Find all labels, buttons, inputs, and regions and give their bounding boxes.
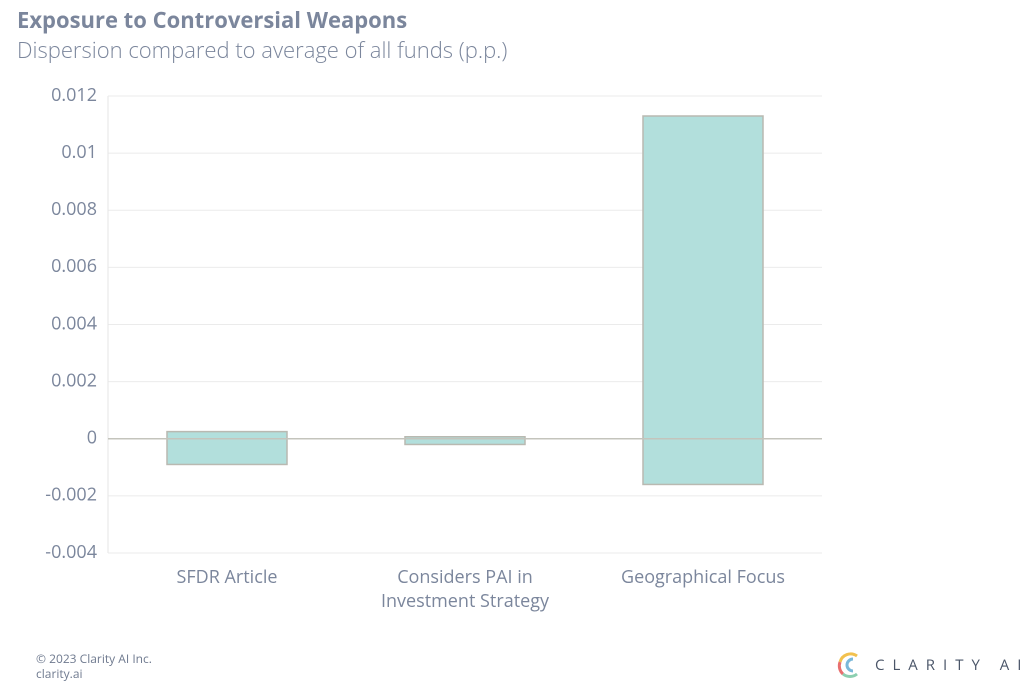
- range-bar: [404, 436, 526, 446]
- y-tick-label: 0.002: [51, 368, 97, 392]
- site: clarity.ai: [36, 665, 83, 682]
- y-tick-label: -0.004: [45, 540, 97, 564]
- range-bar: [642, 115, 764, 486]
- chart-title: Exposure to Controversial Weapons: [17, 5, 407, 35]
- y-tick-label: 0.004: [51, 311, 97, 335]
- chart-subtitle: Dispersion compared to average of all fu…: [17, 35, 507, 65]
- y-tick-label: 0.006: [51, 254, 97, 278]
- logo-icon: [837, 652, 858, 679]
- y-tick-label: 0.012: [51, 83, 97, 107]
- y-tick-label: 0: [87, 426, 97, 450]
- x-tick-label: Geographical Focus: [621, 565, 785, 589]
- copyright: © 2023 Clarity AI Inc.: [36, 650, 152, 667]
- logo-text: CLARITY AI: [875, 655, 1030, 675]
- y-tick-label: 0.01: [61, 140, 97, 164]
- y-tick-label: -0.002: [45, 483, 97, 507]
- x-tick-label: SFDR Article: [176, 565, 278, 589]
- y-tick-label: 0.008: [51, 197, 97, 221]
- range-bar: [166, 430, 288, 466]
- x-tick-label: Considers PAI in Investment Strategy: [380, 565, 550, 613]
